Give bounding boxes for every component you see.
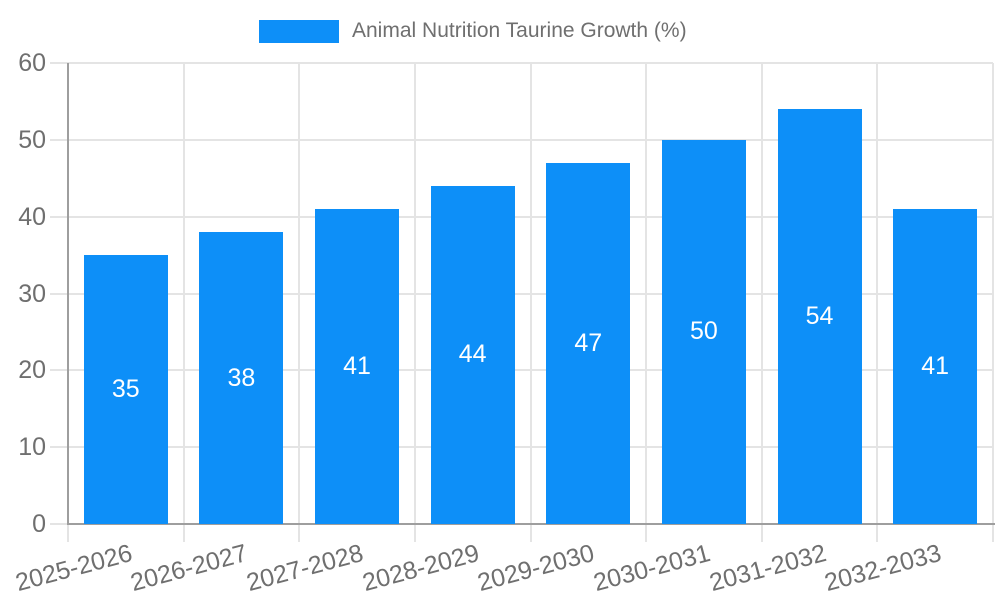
y-tick-label: 40 xyxy=(18,202,46,231)
bar-value-label: 41 xyxy=(343,351,371,380)
x-gridline xyxy=(182,63,185,542)
bar-value-label: 38 xyxy=(227,363,256,392)
bar-value-label: 41 xyxy=(921,351,950,380)
x-axis-line xyxy=(67,523,995,525)
bar: 38 xyxy=(199,232,284,524)
bar: 44 xyxy=(430,185,515,524)
y-gridline xyxy=(50,62,993,64)
legend-item[interactable]: Animal Nutrition Taurine Growth (%) xyxy=(259,19,687,43)
bar: 41 xyxy=(315,208,400,524)
x-gridline xyxy=(992,63,994,542)
y-tick-label: 30 xyxy=(18,279,46,308)
y-gridline xyxy=(50,446,993,449)
y-tick-label: 60 xyxy=(18,49,46,77)
y-axis-line xyxy=(67,63,69,525)
x-gridline xyxy=(529,63,532,542)
y-gridline xyxy=(50,369,993,372)
bar-value-label: 50 xyxy=(690,317,718,346)
plot-area: 0 10 20 30 40 50 60 35 38 41 44 47 50 54 41 2025-2026 20… xyxy=(12,49,995,597)
legend-label: Animal Nutrition Taurine Growth (%) xyxy=(352,19,687,42)
x-gridline xyxy=(413,63,416,542)
x-gridline xyxy=(760,63,763,542)
y-tick-label: 50 xyxy=(18,125,46,154)
y-tick-label: 20 xyxy=(18,356,46,385)
legend-swatch xyxy=(259,20,339,43)
bar: 50 xyxy=(661,139,746,524)
bar: 35 xyxy=(83,255,168,524)
y-tick-label: 10 xyxy=(18,433,46,462)
x-gridline xyxy=(876,63,879,542)
y-tick-label: 0 xyxy=(32,510,46,538)
bar-value-label: 44 xyxy=(458,340,487,369)
x-tick xyxy=(67,524,69,542)
bar-value-label: 47 xyxy=(574,328,603,357)
y-tick xyxy=(50,523,68,525)
bar-value-label: 54 xyxy=(805,302,834,331)
y-gridline xyxy=(50,138,993,141)
y-gridline xyxy=(50,292,993,295)
bar: 41 xyxy=(893,208,978,524)
x-gridline xyxy=(298,63,301,542)
x-gridline xyxy=(645,63,648,542)
bar-value-label: 35 xyxy=(111,375,140,404)
y-gridline xyxy=(50,215,993,218)
bar: 54 xyxy=(777,109,862,524)
bar: 47 xyxy=(546,162,631,524)
